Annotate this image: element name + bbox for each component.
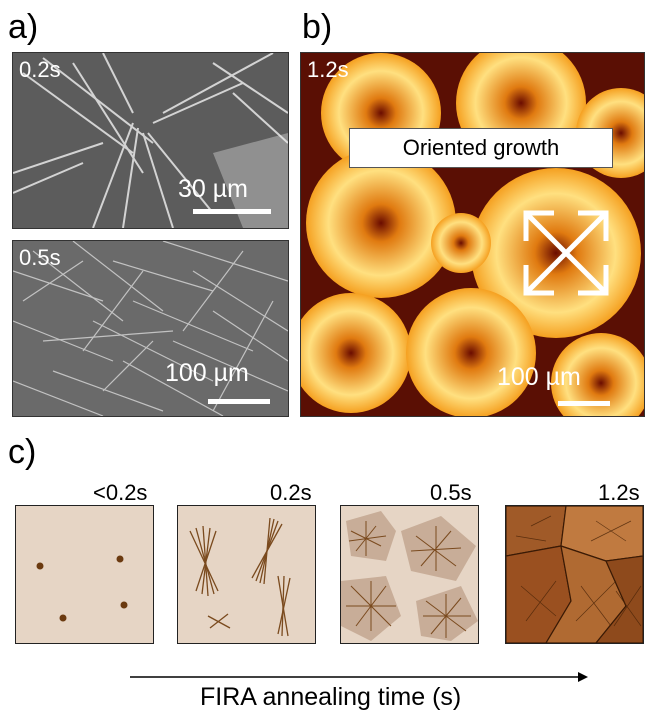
schematic-stage-3 (340, 505, 479, 644)
panel-c-label: c) (8, 433, 37, 471)
scale-bar-optical (558, 401, 610, 406)
spherulite (346, 581, 396, 631)
scale-bar-top (193, 209, 271, 214)
schematic-stage-2 (177, 505, 316, 644)
stage-label-4: 1.2s (598, 480, 640, 505)
spherulite (423, 594, 471, 638)
crystal-bundle (277, 575, 291, 637)
scale-text-optical: 100 µm (497, 363, 581, 391)
crystal-bundle (189, 525, 219, 597)
sem-image-bottom: 0.5s 100 µm (12, 240, 289, 417)
sem-image-top: 0.2s 30 µm (12, 52, 289, 229)
panel-a-label: a) (8, 8, 39, 46)
spherulite-lines (515, 515, 642, 627)
time-axis-arrow (130, 672, 588, 682)
nucleus-dot (36, 562, 44, 570)
scale-text-top: 30 µm (178, 175, 248, 203)
optical-spherulites (301, 53, 644, 416)
nucleus-dot (120, 601, 128, 609)
stage-label-2: 0.2s (270, 480, 312, 505)
stage-label-1: <0.2s (93, 480, 148, 505)
panel-b-label: b) (302, 8, 333, 46)
arrows-icon (523, 210, 609, 296)
sem-crystals-top (13, 53, 288, 228)
time-label-top: 0.2s (19, 57, 61, 82)
schematic-stage-1 (15, 505, 154, 644)
nucleus-dot (116, 555, 124, 563)
crystal-bundle (251, 517, 283, 585)
spherulite (410, 526, 462, 571)
nucleus-dot (59, 614, 67, 622)
schematic-stage-4 (505, 505, 644, 644)
scale-bar-bottom (208, 399, 270, 404)
time-label-bottom: 0.5s (19, 245, 61, 270)
scale-text-bottom: 100 µm (165, 359, 249, 387)
spherulite (348, 521, 387, 556)
crystal-bundle (207, 613, 231, 629)
time-label-optical: 1.2s (307, 57, 349, 82)
sem-crystals-bottom (13, 241, 288, 416)
stage-label-3: 0.5s (430, 480, 472, 505)
oriented-growth-box: Oriented growth (349, 128, 613, 168)
optical-image: 1.2s Oriented growth 100 µm (300, 52, 645, 417)
time-axis-label: FIRA annealing time (s) (200, 683, 462, 711)
